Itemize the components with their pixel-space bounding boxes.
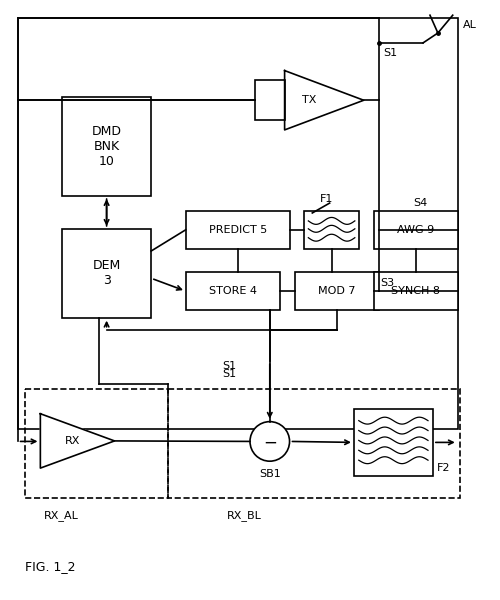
Polygon shape <box>284 71 364 130</box>
Text: S1: S1 <box>384 48 398 58</box>
Text: DMD
BNK
10: DMD BNK 10 <box>92 125 122 168</box>
Bar <box>62 97 151 196</box>
Text: −: − <box>263 433 276 451</box>
Text: DEM
3: DEM 3 <box>92 259 120 287</box>
Text: SB1: SB1 <box>259 469 280 479</box>
Bar <box>374 211 458 248</box>
Text: S4: S4 <box>414 198 428 208</box>
Bar <box>18 18 458 428</box>
Text: SYNCH 8: SYNCH 8 <box>391 286 440 296</box>
Bar <box>354 409 433 476</box>
Polygon shape <box>40 414 115 468</box>
Bar <box>62 229 151 318</box>
Bar <box>294 272 378 310</box>
Bar <box>374 272 458 310</box>
Text: S3: S3 <box>380 278 394 288</box>
Text: RX: RX <box>65 436 80 446</box>
Text: S1: S1 <box>222 369 236 379</box>
Text: STORE 4: STORE 4 <box>208 286 256 296</box>
Text: AWG 9: AWG 9 <box>397 225 434 235</box>
Bar <box>186 211 290 248</box>
Text: TX: TX <box>302 95 316 105</box>
Text: FIG. 1_2: FIG. 1_2 <box>24 560 75 574</box>
Bar <box>24 389 168 498</box>
Text: S1: S1 <box>222 361 236 371</box>
Circle shape <box>250 422 290 461</box>
Bar <box>304 211 359 248</box>
Text: RX_BL: RX_BL <box>228 509 262 521</box>
Text: MOD 7: MOD 7 <box>318 286 356 296</box>
Text: AL: AL <box>462 20 476 30</box>
Text: PREDICT 5: PREDICT 5 <box>208 225 267 235</box>
Text: RX_AL: RX_AL <box>44 509 79 521</box>
Bar <box>186 272 280 310</box>
Text: F1: F1 <box>320 194 334 204</box>
Text: F2: F2 <box>437 463 450 473</box>
Bar <box>168 389 460 498</box>
Bar <box>255 80 284 120</box>
